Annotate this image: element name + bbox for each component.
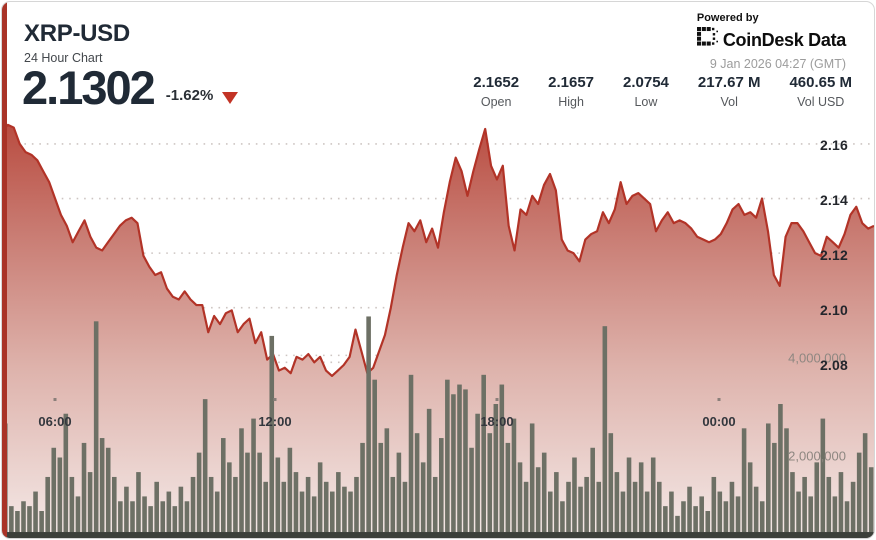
stat-label: Low	[634, 95, 658, 109]
stat-value: 217.67 M	[697, 74, 761, 91]
stat-label: High	[558, 95, 584, 109]
stat-label: Open	[480, 95, 512, 109]
left-accent-bar	[2, 2, 7, 538]
chart-subtitle: 24 Hour Chart	[24, 51, 103, 65]
current-price: 2.1302	[22, 61, 156, 114]
chart-timestamp: 9 Jan 2026 04:27 (GMT)	[709, 57, 846, 71]
stat-value: 2.0754	[623, 74, 669, 91]
current-price-row: 2.1302 -1.62%	[22, 61, 239, 114]
stat-label: Vol	[720, 95, 738, 109]
stat-value: 460.65 M	[789, 74, 852, 91]
price-change-percent: -1.62%	[165, 87, 214, 104]
stat-vol: 217.67 M Vol	[698, 74, 761, 109]
stat-vol-usd: 460.65 M Vol USD	[789, 74, 852, 109]
coindesk-brand-text: CoinDesk Data	[722, 29, 846, 50]
powered-by-block: Powered by CoinDesk Data 9 Jan 2026 04:2…	[696, 12, 846, 71]
title-block: XRP-USD 24 Hour Chart	[24, 20, 130, 65]
coindesk-brand-link[interactable]: CoinDesk Data	[696, 27, 846, 53]
stat-open: 2.1652 Open	[473, 74, 519, 109]
powered-by-label: Powered by	[696, 12, 759, 24]
stat-value: 2.1652	[473, 74, 520, 91]
stat-low: 2.0754 Low	[623, 74, 669, 109]
stat-label: Vol USD	[797, 95, 845, 109]
price-down-triangle-icon	[222, 92, 239, 104]
stat-high: 2.1657 High	[548, 74, 594, 109]
stat-value: 2.1657	[548, 74, 595, 91]
page-title: XRP-USD	[24, 20, 130, 47]
coindesk-logo-icon	[696, 27, 718, 53]
ohlc-stats-row: 2.1652 Open 2.1657 High 2.0754 Low 217.6…	[473, 74, 852, 109]
